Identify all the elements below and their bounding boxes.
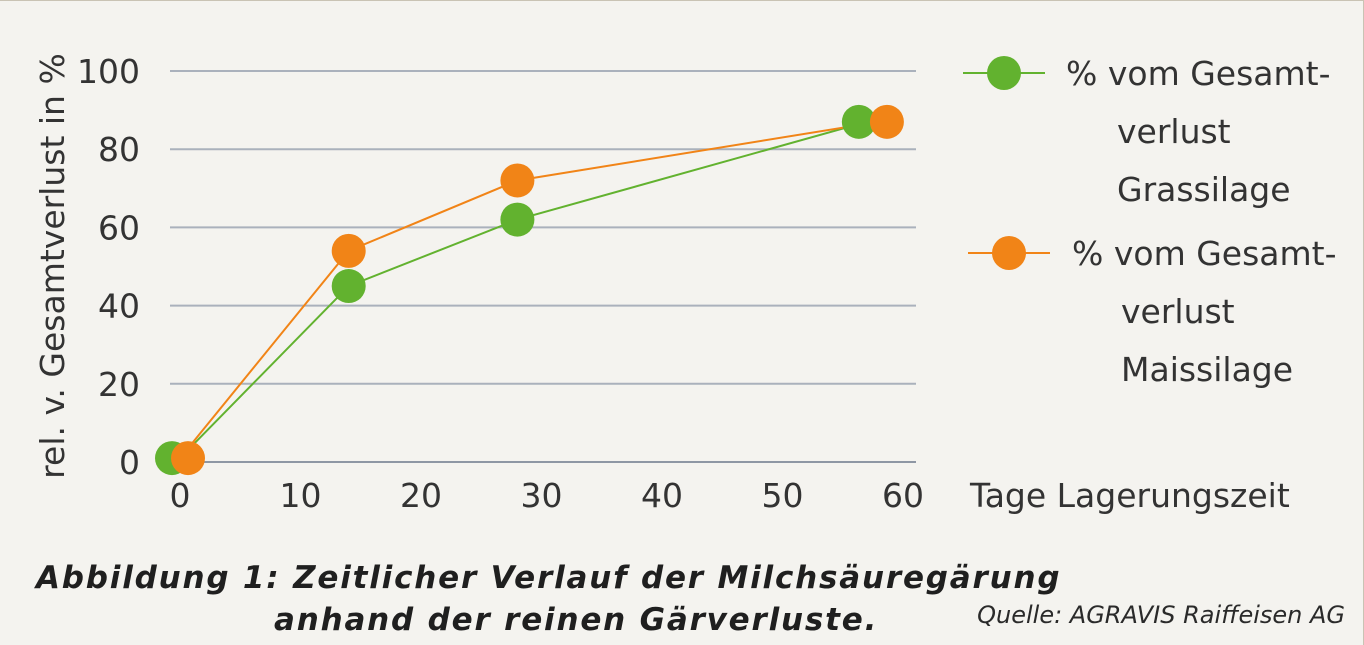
- x-tick-label: 50: [762, 476, 804, 515]
- caption-line-2: anhand der reinen Gärverluste.: [274, 602, 879, 638]
- x-tick-label: 0: [170, 476, 191, 515]
- y-tick-label: 60: [98, 208, 140, 247]
- x-tick-label: 20: [400, 476, 442, 515]
- caption-line-1: Abbildung 1: Zeitlicher Verlauf der Milc…: [36, 560, 1062, 596]
- figure-caption: Abbildung 1: Zeitlicher Verlauf der Milc…: [36, 557, 1061, 641]
- x-tick-label: 30: [521, 476, 563, 515]
- series-line-1: [179, 120, 868, 459]
- y-tick-label: 80: [98, 130, 140, 169]
- x-axis-title: Tage Lagerungszeit: [969, 476, 1290, 515]
- series-line-2: [179, 120, 880, 459]
- legend-marker-2: [992, 236, 1026, 270]
- data-point-series-2: [500, 163, 535, 198]
- legend-label-1: Grassilage: [1117, 170, 1291, 209]
- data-point-series-1: [500, 202, 535, 237]
- y-tick-label: 20: [98, 365, 140, 404]
- legend-label-2: Maissilage: [1121, 350, 1293, 389]
- legend-label-2: verlust: [1121, 292, 1235, 331]
- data-point-series-2: [171, 441, 205, 476]
- legend-label-1: % vom Gesamt-: [1066, 54, 1330, 93]
- x-tick-label: 40: [641, 476, 683, 515]
- source-note: Quelle: AGRAVIS Raiffeisen AG: [977, 601, 1345, 629]
- y-tick-label: 100: [77, 52, 140, 91]
- data-point-series-2: [331, 233, 366, 268]
- legend-label-1: verlust: [1117, 112, 1231, 151]
- y-axis-title: rel. v. Gesamtverlust in %: [33, 53, 72, 479]
- y-tick-label: 0: [119, 443, 140, 482]
- data-point-series-1: [841, 104, 876, 139]
- x-tick-label: 60: [882, 476, 924, 515]
- data-point-series-2: [869, 104, 904, 139]
- y-tick-label: 40: [98, 287, 140, 326]
- x-tick-label: 10: [280, 476, 322, 515]
- legend-label-2: % vom Gesamt-: [1072, 234, 1336, 273]
- legend-marker-1: [987, 56, 1021, 90]
- line-chart: 0 20 40 60 80 100 0 10 20 30 40 50 60 Tage Lagerungsz…: [33, 52, 1336, 515]
- data-point-series-1: [331, 269, 366, 304]
